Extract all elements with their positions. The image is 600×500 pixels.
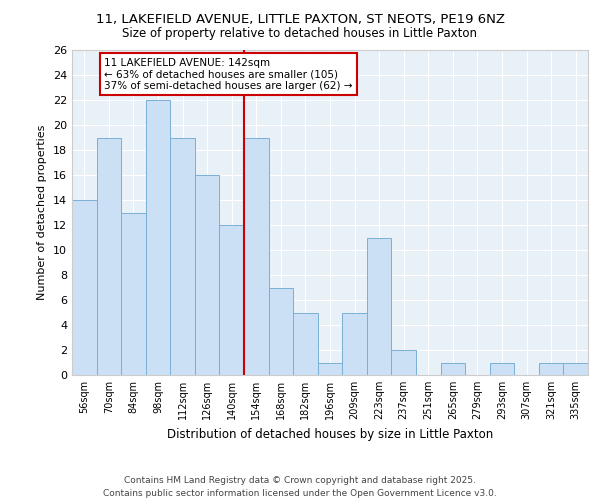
- Bar: [293, 312, 318, 375]
- Bar: [318, 362, 342, 375]
- Bar: [342, 312, 367, 375]
- Bar: [244, 138, 269, 375]
- Bar: [121, 212, 146, 375]
- Bar: [269, 288, 293, 375]
- Bar: [195, 175, 220, 375]
- Bar: [490, 362, 514, 375]
- Bar: [391, 350, 416, 375]
- Text: 11, LAKEFIELD AVENUE, LITTLE PAXTON, ST NEOTS, PE19 6NZ: 11, LAKEFIELD AVENUE, LITTLE PAXTON, ST …: [95, 12, 505, 26]
- Bar: [539, 362, 563, 375]
- X-axis label: Distribution of detached houses by size in Little Paxton: Distribution of detached houses by size …: [167, 428, 493, 440]
- Bar: [220, 225, 244, 375]
- Text: 11 LAKEFIELD AVENUE: 142sqm
← 63% of detached houses are smaller (105)
37% of se: 11 LAKEFIELD AVENUE: 142sqm ← 63% of det…: [104, 58, 352, 90]
- Y-axis label: Number of detached properties: Number of detached properties: [37, 125, 47, 300]
- Bar: [170, 138, 195, 375]
- Bar: [72, 200, 97, 375]
- Bar: [367, 238, 391, 375]
- Bar: [97, 138, 121, 375]
- Bar: [146, 100, 170, 375]
- Text: Contains HM Land Registry data © Crown copyright and database right 2025.
Contai: Contains HM Land Registry data © Crown c…: [103, 476, 497, 498]
- Bar: [563, 362, 588, 375]
- Bar: [440, 362, 465, 375]
- Text: Size of property relative to detached houses in Little Paxton: Size of property relative to detached ho…: [122, 28, 478, 40]
